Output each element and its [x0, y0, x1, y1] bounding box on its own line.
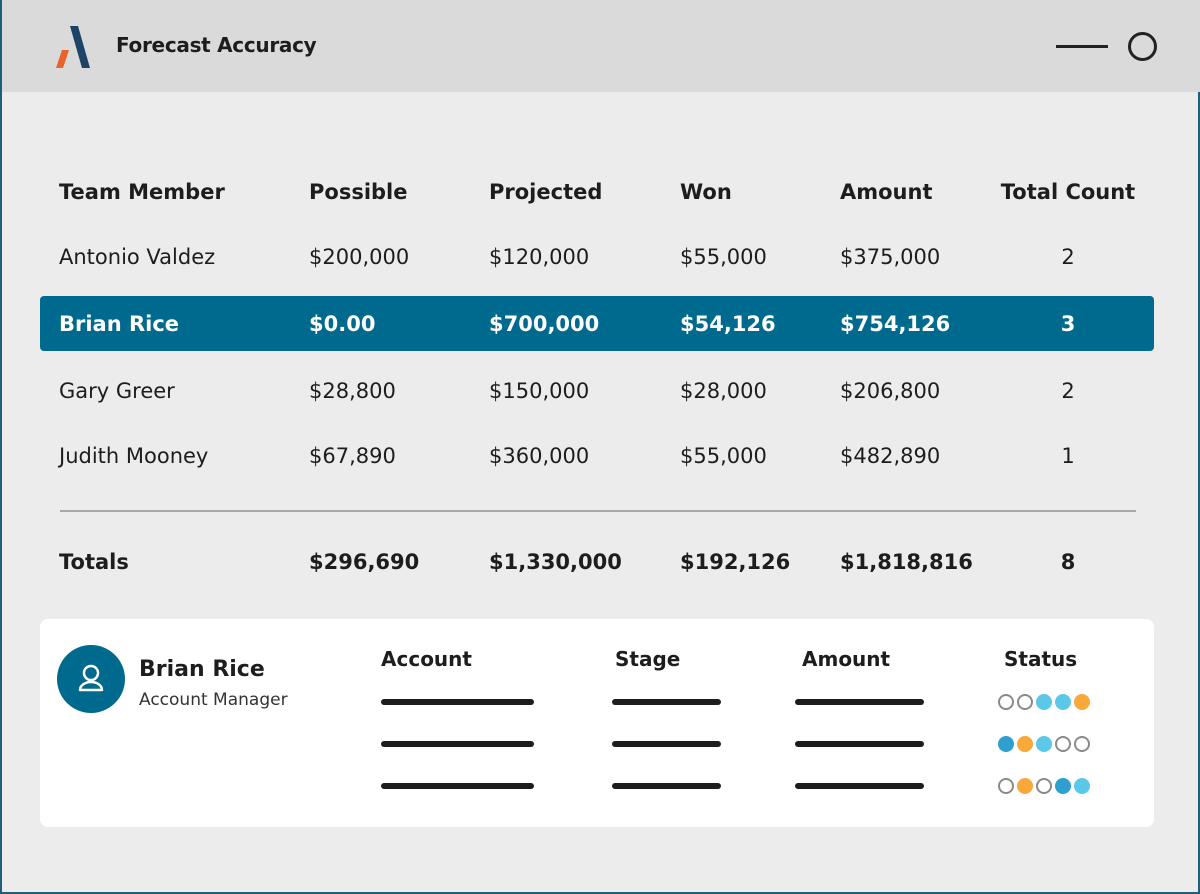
- col-status: Status: [1004, 647, 1078, 671]
- cell: Team Member: [59, 179, 225, 204]
- cell: Brian Rice: [59, 311, 180, 336]
- member-role: Account Manager: [139, 690, 288, 710]
- avatar: [57, 645, 125, 713]
- col-stage: Stage: [615, 647, 681, 671]
- cell: $1,330,000: [489, 549, 622, 574]
- status-dot: [998, 736, 1014, 752]
- member-detail-card: Brian Rice Account Manager Account Stage…: [40, 619, 1154, 827]
- cell: $482,890: [840, 443, 941, 468]
- cell: Amount: [840, 179, 933, 204]
- status-dot: [1036, 694, 1052, 710]
- placeholder-bar: [612, 741, 721, 747]
- cell: $1,818,816: [840, 549, 973, 574]
- table-row[interactable]: Antonio Valdez $200,000 $120,000 $55,000 $37…: [40, 229, 1154, 284]
- cell: $296,690: [309, 549, 420, 574]
- member-name: Brian Rice: [139, 657, 265, 682]
- status-dot: [998, 778, 1014, 794]
- placeholder-bar: [381, 699, 534, 705]
- cell: $28,800: [309, 378, 396, 403]
- status-dot: [1036, 778, 1052, 794]
- table-row[interactable]: Judith Mooney $67,890 $360,000 $55,000 $482,…: [40, 428, 1154, 483]
- cell: 1: [1061, 443, 1075, 468]
- app-logo-icon: [56, 26, 90, 68]
- status-indicator: [998, 778, 1090, 794]
- cell: $700,000: [489, 311, 600, 336]
- placeholder-bar: [795, 699, 924, 705]
- cell: $192,126: [680, 549, 791, 574]
- cell: $54,126: [680, 311, 776, 336]
- cell: 8: [1060, 549, 1076, 574]
- table-row[interactable]: Brian Rice $0.00 $700,000 $54,126 $754,126 3: [40, 296, 1154, 351]
- col-account: Account: [381, 647, 472, 671]
- cell: Totals: [59, 549, 129, 574]
- cell: $375,000: [840, 244, 941, 269]
- cell: $206,800: [840, 378, 941, 403]
- close-button[interactable]: [1128, 32, 1157, 61]
- col-amount: Amount: [802, 647, 891, 671]
- status-dot: [1055, 694, 1071, 710]
- window-title: Forecast Accuracy: [116, 33, 317, 57]
- cell: $55,000: [680, 443, 767, 468]
- status-dot: [1074, 778, 1090, 794]
- placeholder-bar: [612, 699, 721, 705]
- title-bar: Forecast Accuracy: [2, 0, 1200, 92]
- status-dot: [1036, 736, 1052, 752]
- cell: $55,000: [680, 244, 767, 269]
- cell: Won: [680, 179, 732, 204]
- status-dot: [1017, 694, 1033, 710]
- user-icon: [78, 664, 104, 692]
- cell: Judith Mooney: [59, 443, 209, 468]
- cell: $150,000: [489, 378, 590, 403]
- cell: $360,000: [489, 443, 590, 468]
- cell: $120,000: [489, 244, 590, 269]
- cell: 2: [1061, 244, 1075, 269]
- cell: Projected: [489, 179, 603, 204]
- cell: Possible: [309, 179, 408, 204]
- table-row[interactable]: Gary Greer $28,800 $150,000 $28,000 $206,800…: [40, 363, 1154, 418]
- table-header: Team Member Possible Projected Won Amount Tot…: [40, 164, 1154, 219]
- cell: 2: [1061, 378, 1075, 403]
- status-dot: [1074, 694, 1090, 710]
- status-indicator: [998, 736, 1090, 752]
- placeholder-bar: [381, 741, 534, 747]
- status-dot: [1055, 736, 1071, 752]
- placeholder-bar: [612, 783, 721, 789]
- placeholder-bar: [795, 741, 924, 747]
- cell: $67,890: [309, 443, 396, 468]
- cell: Total Count: [1000, 179, 1136, 204]
- status-dot: [1055, 778, 1071, 794]
- status-dot: [1017, 736, 1033, 752]
- totals-row: Totals $296,690 $1,330,000 $192,126 $1,818,8…: [40, 534, 1154, 589]
- placeholder-bar: [795, 783, 924, 789]
- status-dot: [1017, 778, 1033, 794]
- cell: $28,000: [680, 378, 767, 403]
- placeholder-bar: [381, 783, 534, 789]
- cell: $200,000: [309, 244, 410, 269]
- cell: $0.00: [309, 311, 376, 336]
- cell: $754,126: [840, 311, 951, 336]
- cell: Gary Greer: [59, 378, 175, 403]
- minimize-button[interactable]: [1056, 45, 1108, 48]
- status-indicator: [998, 694, 1090, 710]
- cell: Antonio Valdez: [59, 244, 216, 269]
- status-dot: [1074, 736, 1090, 752]
- status-dot: [998, 694, 1014, 710]
- cell: 3: [1060, 311, 1076, 336]
- divider: [60, 510, 1136, 512]
